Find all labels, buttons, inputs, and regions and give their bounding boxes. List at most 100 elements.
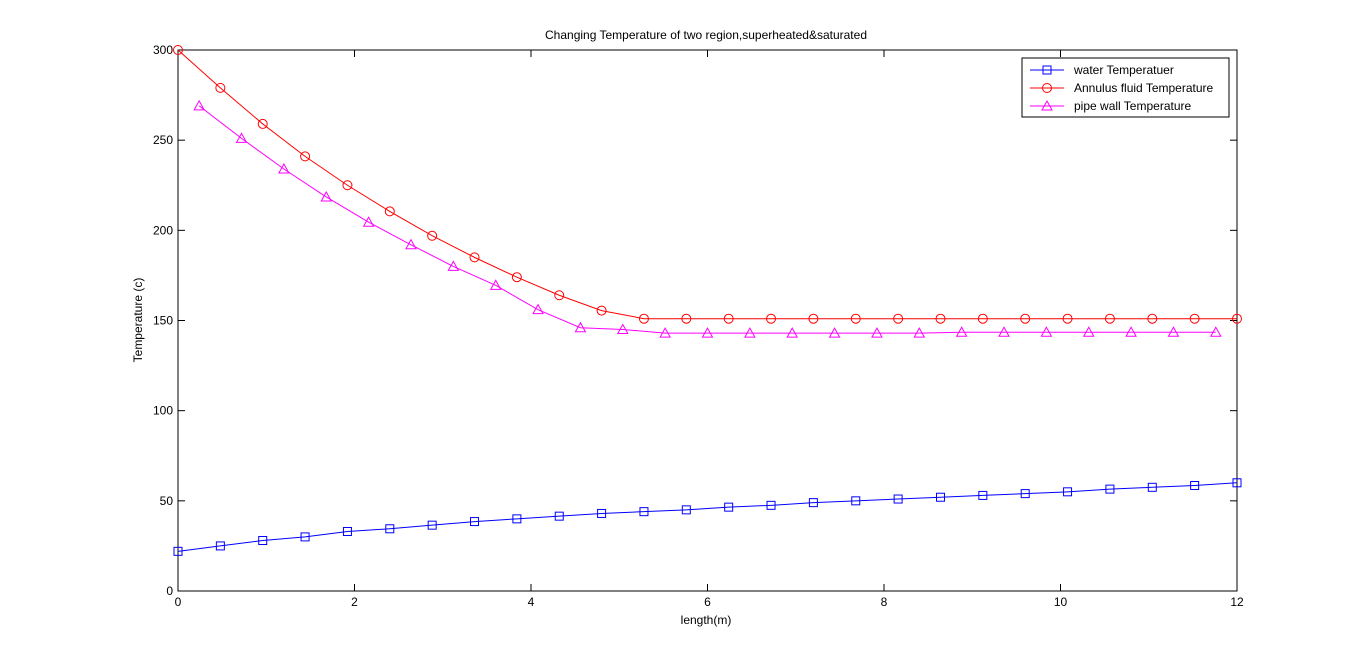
data-point: [913, 327, 926, 338]
chart-title: Changing Temperature of two region,super…: [545, 28, 867, 42]
data-point: [659, 327, 671, 338]
series-2: [173, 45, 1242, 324]
x-axis-label: length(m): [681, 613, 732, 627]
series-1: [173, 478, 1242, 556]
data-point: [1104, 313, 1115, 324]
data-point: [681, 505, 691, 515]
data-point: [427, 230, 438, 241]
data-point: [744, 327, 756, 338]
data-point: [257, 118, 268, 129]
x-tick-label: 2: [351, 595, 358, 609]
x-tick-label: 0: [175, 595, 182, 609]
data-point: [681, 313, 692, 324]
data-point: [1082, 326, 1095, 337]
y-tick-label: 0: [166, 584, 173, 598]
data-point: [173, 546, 183, 556]
legend-label: Annulus fluid Temperature: [1074, 81, 1214, 95]
data-point: [469, 252, 480, 263]
data-point: [977, 313, 988, 324]
x-tick-label: 8: [881, 595, 888, 609]
data-point: [1147, 482, 1157, 492]
y-tick-label: 300: [153, 43, 173, 57]
axes-box: [177, 49, 1238, 592]
data-point: [1190, 481, 1200, 491]
data-point: [766, 500, 776, 510]
data-point: [828, 327, 841, 338]
data-point: [1209, 326, 1222, 337]
data-point: [342, 180, 353, 191]
data-point: [1040, 326, 1053, 337]
series-3: [193, 99, 1222, 338]
data-point: [320, 190, 333, 202]
series-line: [198, 105, 1216, 334]
data-point: [173, 45, 183, 55]
data-point: [574, 321, 587, 333]
data-point: [1189, 313, 1200, 324]
y-tick-label: 200: [153, 223, 173, 237]
data-point: [1167, 326, 1180, 337]
data-point: [258, 536, 268, 546]
data-point: [554, 511, 564, 521]
data-point: [532, 303, 544, 315]
data-point: [808, 498, 818, 508]
plot-area: 0 2 4 6 8 10 12 0 50 100 150 200 250 300: [153, 43, 1244, 609]
data-point: [554, 290, 565, 301]
data-point: [850, 313, 861, 324]
legend-label: water Temperatuer: [1073, 63, 1174, 77]
data-point: [893, 313, 904, 324]
data-point: [512, 514, 522, 524]
data-point: [385, 524, 395, 534]
data-point: [786, 327, 799, 338]
series-line: [177, 49, 1237, 320]
y-tick-label: 250: [153, 133, 173, 147]
legend-label: pipe wall Temperature: [1074, 99, 1192, 113]
legend: water Temperatuer Annulus fluid Temperatu…: [1021, 57, 1230, 118]
x-tick-label: 4: [528, 595, 535, 609]
data-point: [597, 508, 607, 518]
legend-marker: [1042, 65, 1052, 75]
data-point: [511, 272, 522, 283]
data-point: [1020, 313, 1031, 324]
y-tick-label: 50: [160, 494, 174, 508]
data-point: [1232, 478, 1242, 488]
data-point: [300, 532, 310, 542]
data-point: [871, 327, 883, 338]
data-point: [1232, 313, 1242, 324]
data-point: [638, 313, 649, 324]
data-point: [193, 99, 206, 111]
data-point: [1125, 326, 1137, 337]
data-point: [215, 82, 226, 93]
data-point: [215, 541, 225, 551]
data-point: [342, 526, 352, 536]
data-point: [766, 313, 777, 324]
data-point: [300, 151, 311, 162]
data-point: [470, 517, 480, 527]
legend-marker: [1041, 99, 1053, 111]
data-point: [1020, 489, 1030, 499]
data-point: [808, 313, 819, 324]
data-point: [723, 313, 734, 324]
data-point: [278, 162, 290, 174]
data-point: [998, 326, 1010, 337]
data-point: [1105, 484, 1115, 494]
y-tick-label: 100: [153, 404, 173, 418]
data-point: [1147, 313, 1158, 324]
x-tick-label: 6: [704, 595, 711, 609]
data-point: [447, 260, 460, 271]
data-point: [893, 494, 903, 504]
x-tick-label: 12: [1230, 595, 1244, 609]
data-point: [935, 492, 945, 502]
y-tick-label: 150: [153, 314, 173, 328]
x-tick-label: 10: [1054, 595, 1068, 609]
data-point: [1062, 313, 1073, 324]
data-point: [235, 132, 248, 143]
data-point: [596, 305, 607, 316]
data-point: [427, 520, 437, 530]
legend-marker: [1042, 83, 1052, 93]
data-point: [701, 327, 714, 338]
data-point: [955, 326, 968, 337]
data-point: [978, 490, 988, 500]
data-point: [362, 216, 375, 227]
data-point: [639, 507, 649, 517]
